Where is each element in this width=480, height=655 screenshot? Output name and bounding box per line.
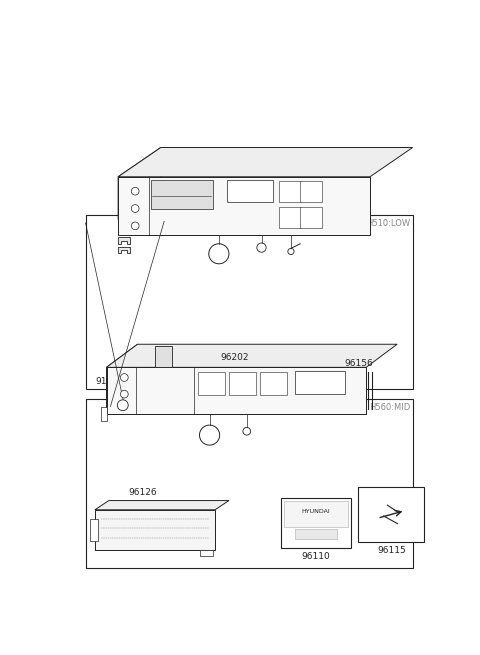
Circle shape — [257, 243, 266, 252]
Bar — [200, 550, 214, 556]
Text: 91835A/96115E: 91835A/96115E — [96, 376, 168, 385]
Polygon shape — [118, 147, 413, 177]
Polygon shape — [118, 247, 130, 253]
Circle shape — [132, 204, 139, 212]
Bar — [118, 177, 370, 234]
Text: 96177L/96177R: 96177L/96177R — [125, 405, 197, 415]
Text: 96119A: 96119A — [229, 402, 264, 411]
Bar — [227, 179, 273, 202]
Bar — [107, 367, 366, 413]
Bar — [86, 215, 413, 389]
Bar — [279, 207, 301, 227]
Text: 96204B: 96204B — [332, 369, 366, 377]
Bar — [95, 510, 215, 550]
Text: 96116A: 96116A — [274, 406, 309, 415]
Text: 96110: 96110 — [301, 552, 330, 561]
Text: HYUNDAI: HYUNDAI — [301, 509, 330, 514]
Circle shape — [209, 244, 229, 264]
Bar — [284, 501, 348, 527]
Bar — [300, 207, 322, 227]
Text: 96160B: 96160B — [228, 202, 264, 211]
Circle shape — [200, 425, 220, 445]
Text: 96142: 96142 — [283, 215, 312, 225]
Circle shape — [117, 400, 128, 411]
Bar — [86, 399, 413, 568]
Text: 96202: 96202 — [220, 354, 249, 362]
Bar — [90, 519, 98, 540]
Text: 96115: 96115 — [377, 546, 406, 555]
Bar — [260, 372, 287, 395]
Text: 96177L/96177R: 96177L/96177R — [157, 219, 228, 228]
Circle shape — [132, 187, 139, 195]
Bar — [281, 498, 350, 548]
Bar — [229, 372, 256, 395]
Bar — [300, 181, 322, 202]
Text: 96156: 96156 — [345, 358, 373, 367]
Bar — [101, 407, 107, 421]
Polygon shape — [95, 500, 229, 510]
Text: 96160B: 96160B — [228, 386, 264, 395]
Circle shape — [120, 373, 128, 381]
Bar — [295, 529, 336, 539]
Bar — [156, 346, 172, 367]
Circle shape — [120, 390, 128, 398]
Bar — [151, 179, 213, 208]
Polygon shape — [107, 345, 397, 367]
Text: 96126: 96126 — [129, 489, 157, 498]
Text: 96115A: 96115A — [311, 402, 346, 411]
Circle shape — [243, 428, 251, 435]
Polygon shape — [118, 147, 161, 219]
Bar — [198, 372, 225, 395]
Text: H560:MID: H560:MID — [369, 403, 410, 413]
Bar — [359, 487, 424, 542]
Text: H510:LOW: H510:LOW — [366, 219, 410, 229]
Polygon shape — [107, 345, 137, 413]
Bar — [279, 181, 301, 202]
Text: 96119A: 96119A — [246, 215, 281, 225]
Circle shape — [132, 222, 139, 230]
Circle shape — [288, 248, 294, 255]
Bar — [295, 371, 345, 394]
Polygon shape — [118, 238, 130, 244]
